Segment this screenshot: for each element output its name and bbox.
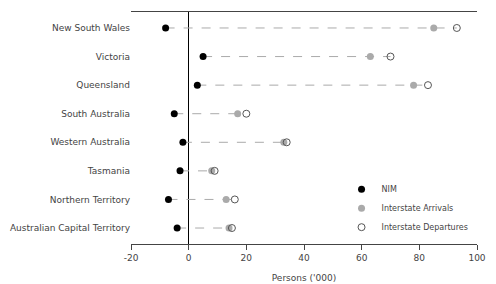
svg-text:NIM: NIM bbox=[382, 185, 397, 194]
svg-text:-20: -20 bbox=[124, 253, 139, 263]
svg-text:0: 0 bbox=[186, 253, 192, 263]
svg-text:Western Australia: Western Australia bbox=[50, 137, 130, 147]
svg-text:Interstate Departures: Interstate Departures bbox=[382, 223, 468, 232]
svg-text:Victoria: Victoria bbox=[96, 52, 130, 62]
svg-text:Queensland: Queensland bbox=[76, 80, 130, 90]
svg-text:100: 100 bbox=[468, 253, 485, 263]
svg-text:80: 80 bbox=[414, 253, 426, 263]
svg-text:Persons ('000): Persons ('000) bbox=[272, 273, 336, 283]
svg-text:Northern Territory: Northern Territory bbox=[50, 195, 131, 205]
svg-text:40: 40 bbox=[298, 253, 310, 263]
svg-text:60: 60 bbox=[356, 253, 368, 263]
svg-text:Australian Capital Territory: Australian Capital Territory bbox=[10, 223, 131, 233]
svg-text:South Australia: South Australia bbox=[61, 109, 130, 119]
svg-text:20: 20 bbox=[241, 253, 253, 263]
svg-text:New South Wales: New South Wales bbox=[52, 23, 130, 33]
svg-text:Tasmania: Tasmania bbox=[87, 166, 130, 176]
svg-text:Interstate Arrivals: Interstate Arrivals bbox=[382, 204, 454, 213]
